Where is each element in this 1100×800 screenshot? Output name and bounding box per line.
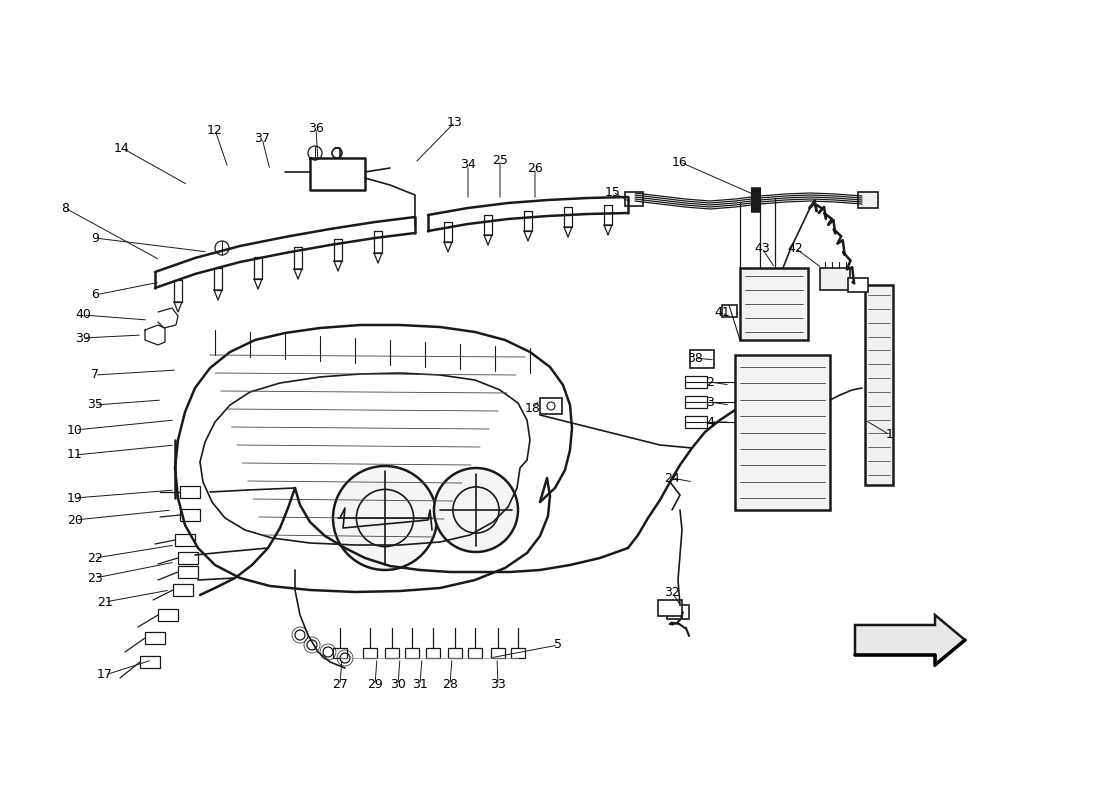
Bar [180,486,200,498]
Circle shape [434,468,518,552]
Text: 37: 37 [254,131,270,145]
Bar [685,416,707,428]
Text: 22: 22 [87,551,103,565]
Bar [405,648,419,658]
Text: 7: 7 [91,369,99,382]
Text: 10: 10 [67,423,82,437]
Bar [491,648,505,658]
Text: 40: 40 [75,309,91,322]
Bar [722,305,737,317]
Bar [333,648,346,658]
Text: 4: 4 [706,415,714,429]
Text: 39: 39 [75,331,91,345]
Bar [385,648,399,658]
Text: 1: 1 [887,429,894,442]
Text: 3: 3 [706,395,714,409]
Text: 12: 12 [207,123,223,137]
Text: 20: 20 [67,514,82,526]
Text: 26: 26 [527,162,543,174]
Text: 14: 14 [114,142,130,154]
Bar [690,350,714,368]
Text: 38: 38 [688,351,703,365]
Text: 2: 2 [706,375,714,389]
Text: 29: 29 [367,678,383,691]
Bar [685,396,707,408]
Text: 19: 19 [67,491,82,505]
Bar [175,534,195,546]
Text: 17: 17 [97,669,113,682]
Text: 30: 30 [390,678,406,691]
Bar [158,609,178,621]
Text: 15: 15 [605,186,620,198]
Text: 11: 11 [67,449,82,462]
Text: 23: 23 [87,571,103,585]
Text: 8: 8 [60,202,69,214]
Text: 41: 41 [714,306,730,318]
Text: 36: 36 [308,122,323,134]
Text: 27: 27 [332,678,348,691]
Bar [658,600,682,616]
Text: 9: 9 [91,231,99,245]
Bar [735,355,830,510]
Bar [540,398,562,414]
Bar [667,605,689,619]
Text: 31: 31 [412,678,428,691]
Text: 42: 42 [788,242,803,254]
Text: 35: 35 [87,398,103,411]
Text: 16: 16 [672,155,688,169]
Text: 21: 21 [97,595,113,609]
Bar [140,656,159,668]
Bar [145,632,165,644]
Circle shape [333,466,437,570]
Text: 18: 18 [525,402,541,414]
Polygon shape [855,615,965,665]
Text: 6: 6 [91,289,99,302]
Bar [178,552,198,564]
Text: 24: 24 [664,471,680,485]
Bar [685,376,707,388]
Bar [820,268,850,290]
Bar [180,509,200,521]
Text: 34: 34 [460,158,476,171]
Text: 28: 28 [442,678,458,691]
Bar [173,584,192,596]
Text: 13: 13 [447,115,463,129]
Bar [865,285,893,485]
Bar [512,648,525,658]
Bar [178,566,198,578]
Bar [448,648,462,658]
Bar [858,192,878,208]
Bar [848,278,868,292]
Text: 32: 32 [664,586,680,598]
Bar [740,268,808,340]
Text: 33: 33 [491,678,506,691]
Bar [426,648,440,658]
Text: 43: 43 [755,242,770,254]
Bar [468,648,482,658]
Bar [625,192,644,206]
Text: 5: 5 [554,638,562,651]
Bar [363,648,377,658]
Text: 25: 25 [492,154,508,166]
